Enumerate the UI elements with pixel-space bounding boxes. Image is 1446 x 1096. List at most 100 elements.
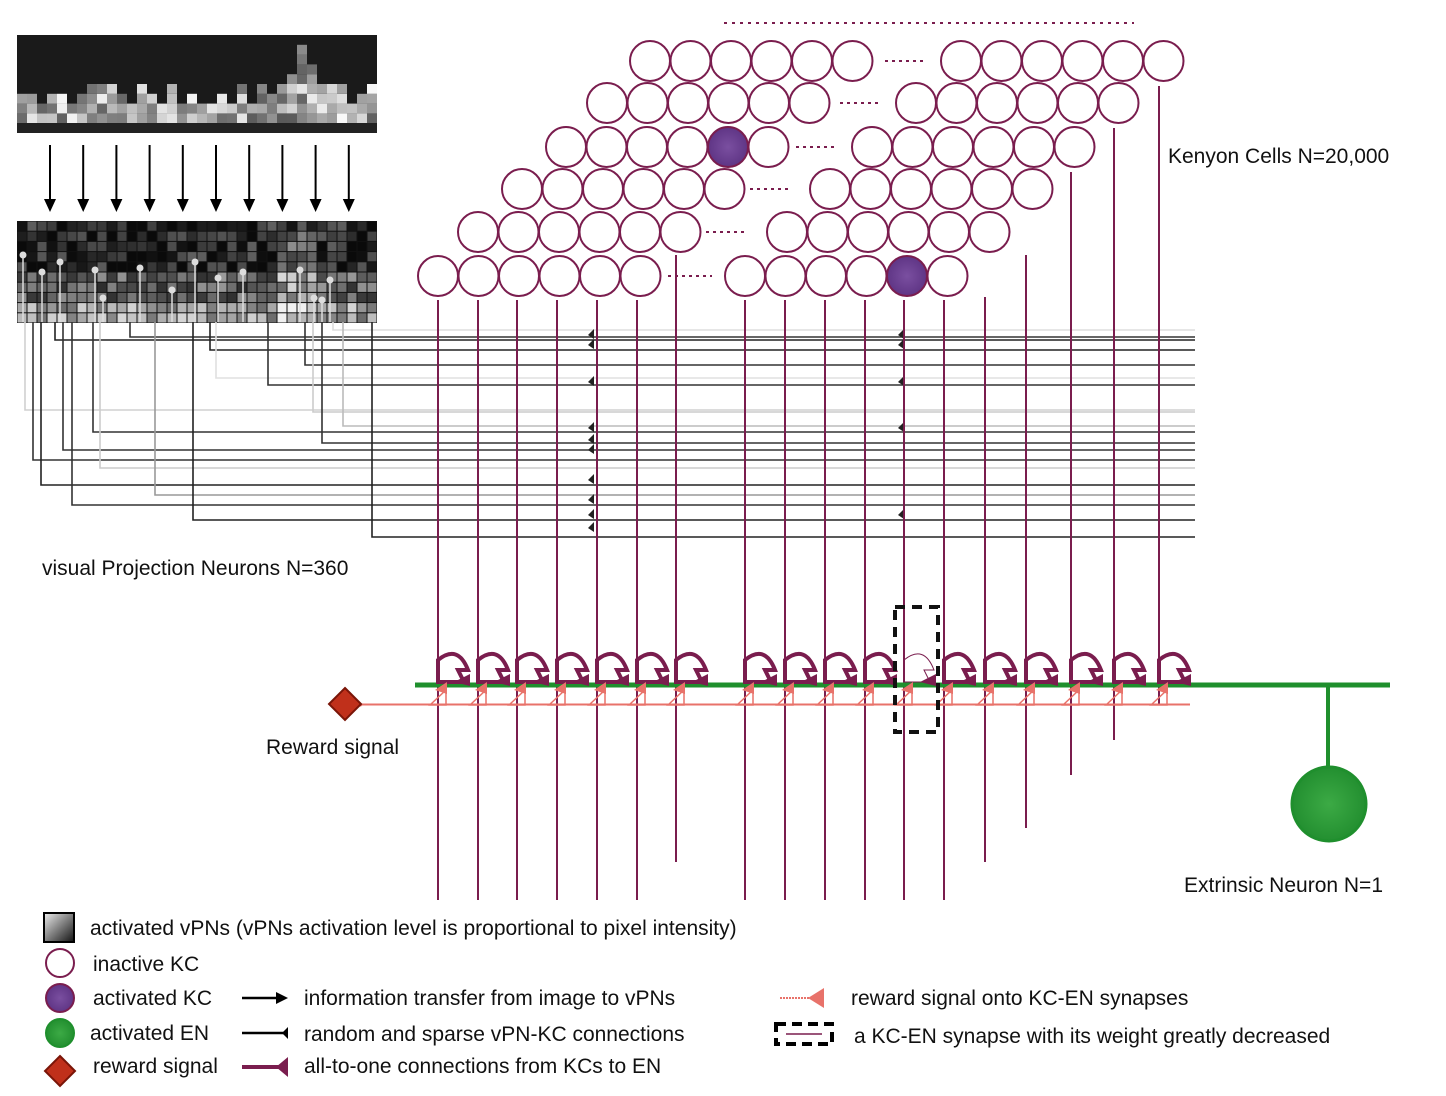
vpn-wire xyxy=(32,322,1195,461)
image-pixel xyxy=(237,103,247,114)
vpn-cell xyxy=(207,292,217,303)
vpn-cell xyxy=(327,231,337,241)
vpn-cell xyxy=(277,303,287,313)
kc-en-synapse xyxy=(674,651,709,684)
vpn-cell xyxy=(227,303,237,313)
reward-signal-label: Reward signal xyxy=(266,736,399,759)
vpn-cell xyxy=(17,262,27,272)
vpn-cell xyxy=(217,272,227,282)
vpn-cell xyxy=(307,221,317,231)
arrow-head xyxy=(276,199,289,212)
vpn-cell xyxy=(247,221,257,231)
vpn-cell xyxy=(27,292,37,303)
vpn-cell xyxy=(267,221,277,231)
vpn-cell xyxy=(77,231,87,241)
vpn-cell xyxy=(297,252,307,262)
vpn-cell xyxy=(327,303,337,313)
reward-synapse-outline xyxy=(507,688,526,706)
vpn-kc-synapse xyxy=(588,474,594,484)
inactive-kc xyxy=(750,40,793,82)
vpn-cell xyxy=(97,303,107,313)
vpn-cell xyxy=(137,221,147,231)
reward-synapse-head xyxy=(1156,682,1168,694)
image-pixel xyxy=(107,103,117,114)
image-pixel xyxy=(107,93,117,104)
image-pixel xyxy=(267,113,277,124)
inactive-kc xyxy=(669,40,712,82)
vpn-kc-synapse xyxy=(588,422,594,432)
kc-en-synapse-head xyxy=(761,674,777,686)
vpn-cell xyxy=(347,272,357,282)
vpn-pin-head xyxy=(56,258,64,266)
vpn-cell xyxy=(227,221,237,231)
vpn-cell xyxy=(277,292,287,303)
vpn-wire xyxy=(92,322,1195,433)
kc-en-synapse-head xyxy=(613,674,629,686)
vpn-cell xyxy=(267,313,277,323)
vpn-kc-synapse xyxy=(588,376,594,386)
kc-en-synapse xyxy=(476,651,511,684)
inactive-kc xyxy=(935,82,978,124)
vpn-cell xyxy=(297,272,307,282)
vpn-cell xyxy=(177,292,187,303)
vpn-cell xyxy=(67,262,77,272)
image-pixel xyxy=(167,84,177,94)
reward-synapse-head xyxy=(1023,682,1035,694)
arrow-head xyxy=(176,199,189,212)
vpn-cell xyxy=(217,282,227,292)
purple-circle-icon xyxy=(45,983,75,1013)
image-pixel xyxy=(187,103,197,114)
vpn-cell xyxy=(97,282,107,292)
vpn-cell xyxy=(67,241,77,252)
reward-synapse-head xyxy=(673,682,685,694)
inactive-kc xyxy=(579,255,621,297)
image-pixel xyxy=(367,113,377,124)
kc-en-synapse-head xyxy=(454,674,470,686)
vpn-cell xyxy=(87,252,97,262)
inactive-kc xyxy=(928,211,970,253)
vpn-cell xyxy=(307,231,317,241)
vpn-cell xyxy=(87,313,97,323)
vpn-cell xyxy=(277,282,287,292)
image-pixel xyxy=(297,103,307,114)
vpn-cell xyxy=(97,221,107,231)
kc-en-synapse-head xyxy=(1001,674,1017,686)
vpn-kc-synapse xyxy=(588,509,594,519)
vpn-cell xyxy=(27,221,37,231)
kc-en-synapse xyxy=(783,651,818,684)
inactive-kc xyxy=(417,255,459,297)
vpn-cell xyxy=(257,292,267,303)
vpn-cell xyxy=(237,292,247,303)
vpn-cell xyxy=(257,313,267,323)
kc-en-synapse xyxy=(1069,651,1104,684)
vpn-cell xyxy=(337,221,347,231)
image-pixel xyxy=(147,103,157,114)
vpn-cell xyxy=(287,313,297,323)
vpn-cell xyxy=(317,231,327,241)
vpn-pin-head xyxy=(99,294,107,302)
legend-label-activated-kc: activated KC xyxy=(93,987,212,1010)
vpn-wire xyxy=(215,322,1195,379)
vpn-cell xyxy=(217,252,227,262)
reward-synapse-outline xyxy=(894,688,913,706)
legend-icons xyxy=(43,912,834,1088)
reward-synapse-outline xyxy=(627,688,646,706)
legend-label-info-transfer: information transfer from image to vPNs xyxy=(304,987,675,1010)
image-pixel xyxy=(227,113,237,124)
vpn-cell xyxy=(117,231,127,241)
arrow-head xyxy=(243,199,256,212)
image-pixel xyxy=(57,93,67,104)
vpn-cell xyxy=(87,282,97,292)
image-pixel xyxy=(107,113,117,124)
vpn-cell xyxy=(47,272,57,282)
vpn-cell xyxy=(157,231,167,241)
vpn-wire xyxy=(40,322,1195,486)
vpn-cell xyxy=(47,252,57,262)
image-pixel xyxy=(237,113,247,124)
inactive-kc xyxy=(498,255,540,297)
image-pixel xyxy=(177,113,187,124)
image-pixel xyxy=(47,93,57,104)
image-pixel xyxy=(137,93,147,104)
vpn-cell xyxy=(287,252,297,262)
